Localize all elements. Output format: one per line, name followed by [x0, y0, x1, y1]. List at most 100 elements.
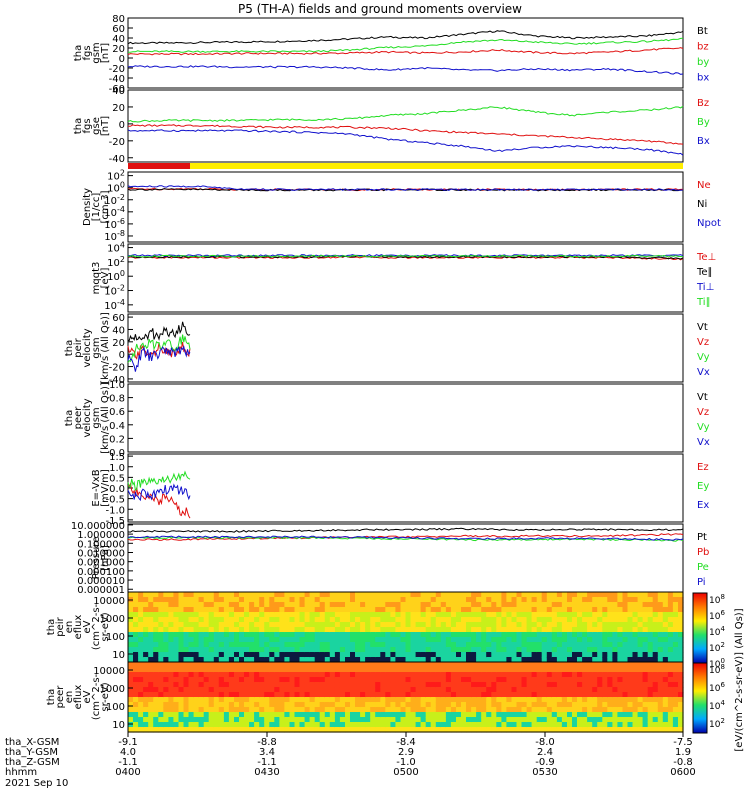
heatmap-cell — [456, 727, 462, 733]
heatmap-cell — [254, 702, 260, 708]
heatmap-cell — [284, 642, 290, 648]
heatmap-cell — [345, 622, 351, 628]
heatmap-cell — [249, 602, 255, 608]
heatmap-cell — [345, 627, 351, 633]
heatmap-cell — [198, 667, 205, 673]
heatmap-cell — [370, 687, 376, 693]
heatmap-cell — [466, 677, 472, 683]
heatmap-cell — [607, 642, 613, 648]
heatmap-cell — [365, 717, 371, 723]
heatmap-cell — [405, 692, 412, 698]
heatmap-cell — [662, 597, 669, 603]
heatmap-cell — [491, 657, 497, 663]
heatmap-cell — [395, 702, 401, 708]
heatmap-cell — [355, 712, 361, 718]
y-tick-label: 0 — [119, 54, 125, 65]
heatmap-cell — [314, 662, 321, 668]
heatmap-cell — [435, 707, 442, 713]
heatmap-cell — [476, 652, 482, 658]
heatmap-cell — [612, 607, 618, 613]
heatmap-cell — [213, 627, 220, 633]
heatmap-cell — [450, 727, 457, 733]
heatmap-cell — [148, 652, 154, 658]
heatmap-cell — [334, 727, 341, 733]
heatmap-cell — [324, 652, 331, 658]
heatmap-cell — [577, 647, 583, 653]
heatmap-cell — [339, 627, 346, 633]
heatmap-cell — [203, 677, 210, 683]
heatmap-cell — [193, 622, 200, 628]
heatmap-cell — [203, 622, 210, 628]
heatmap-cell — [168, 677, 174, 683]
heatmap-cell — [143, 592, 149, 598]
heatmap-cell — [203, 722, 210, 728]
heatmap-cell — [405, 727, 412, 733]
heatmap-cell — [516, 687, 523, 693]
heatmap-cell — [289, 642, 296, 648]
heatmap-cell — [672, 647, 679, 653]
heatmap-cell — [153, 607, 159, 613]
heatmap-cell — [501, 692, 507, 698]
heatmap-cell — [269, 592, 275, 598]
heatmap-cell — [476, 662, 482, 668]
heatmap-cell — [481, 702, 487, 708]
heatmap-cell — [420, 717, 427, 723]
heatmap-cell — [415, 622, 422, 628]
heatmap-cell — [572, 672, 578, 678]
heatmap-cell — [339, 647, 346, 653]
heatmap-cell — [350, 612, 356, 618]
heatmap-cell — [294, 632, 301, 638]
heatmap-cell — [592, 707, 598, 713]
heatmap-cell — [440, 647, 447, 653]
panel-frame — [127, 313, 684, 383]
heatmap-cell — [471, 727, 477, 733]
heatmap-cell — [506, 647, 512, 653]
heatmap-cell — [203, 612, 210, 618]
legend-by: by — [697, 57, 709, 68]
heatmap-cell — [208, 642, 215, 648]
heatmap-cell — [294, 697, 301, 703]
heatmap-cell — [148, 677, 154, 683]
heatmap-cell — [128, 627, 134, 633]
heatmap-cell — [213, 687, 220, 693]
heatmap-cell — [208, 607, 215, 613]
heatmap-cell — [678, 707, 684, 713]
heatmap-cell — [501, 617, 507, 623]
heatmap-cell — [309, 592, 316, 598]
heatmap-cell — [587, 627, 593, 633]
heatmap-cell — [198, 657, 205, 663]
heatmap-cell — [561, 597, 568, 603]
heatmap-cell — [314, 677, 321, 683]
heatmap-cell — [390, 707, 396, 713]
heatmap-cell — [249, 707, 255, 713]
heatmap-cell — [244, 602, 250, 608]
heatmap-cell — [138, 637, 144, 643]
heatmap-cell — [183, 692, 190, 698]
heatmap-cell — [183, 697, 190, 703]
heatmap-cell — [521, 607, 528, 613]
heatmap-cell — [602, 687, 608, 693]
heatmap-cell — [657, 682, 664, 688]
heatmap-cell — [597, 647, 603, 653]
heatmap-cell — [148, 712, 154, 718]
heatmap-cell — [178, 697, 185, 703]
heatmap-cell — [334, 667, 341, 673]
heatmap-cell — [244, 597, 250, 603]
heatmap-cell — [521, 642, 528, 648]
heatmap-cell — [148, 642, 154, 648]
heatmap-cell — [324, 642, 331, 648]
heatmap-cell — [138, 627, 144, 633]
heatmap-cell — [536, 667, 543, 673]
heatmap-cell — [516, 692, 523, 698]
heatmap-cell — [304, 597, 311, 603]
heatmap-cell — [385, 692, 391, 698]
heatmap-cell — [486, 672, 492, 678]
heatmap-cell — [218, 712, 225, 718]
heatmap-cell — [284, 602, 290, 608]
heatmap-cell — [430, 677, 437, 683]
heatmap-cell — [678, 652, 684, 658]
heatmap-cell — [627, 712, 634, 718]
heatmap-cell — [450, 617, 457, 623]
heatmap-cell — [461, 612, 467, 618]
heatmap-cell — [133, 717, 139, 723]
